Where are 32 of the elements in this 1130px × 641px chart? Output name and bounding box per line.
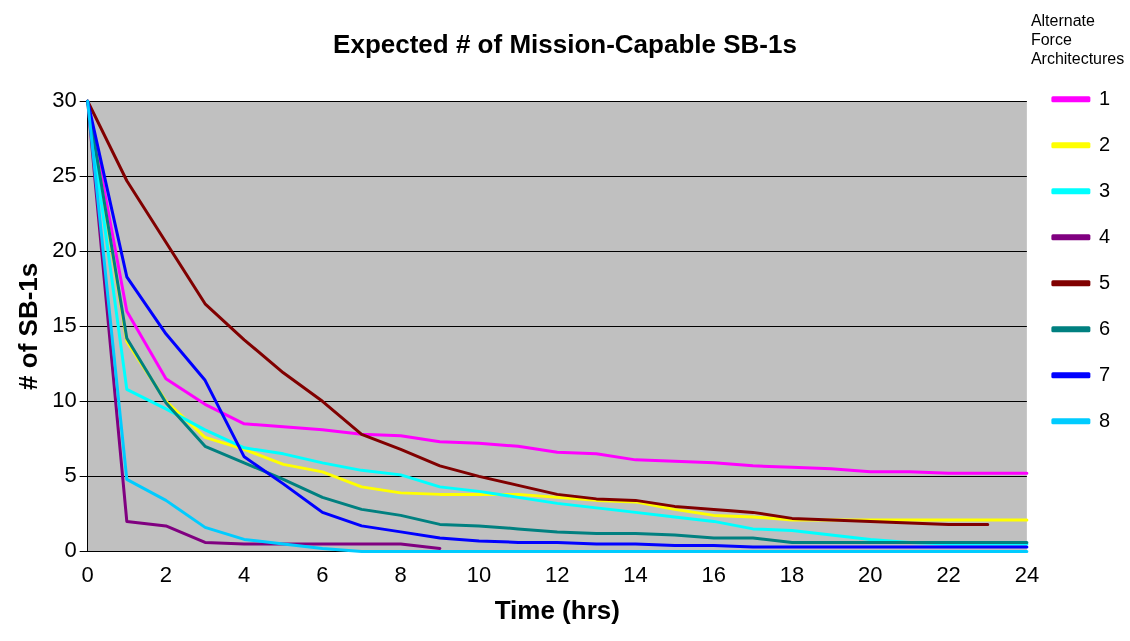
legend-label: 6 [1098,316,1110,339]
legend-label: 8 [1098,408,1110,431]
y-tick-label: 30 [52,87,77,113]
y-tick-label: 0 [64,537,77,563]
y-tick-label: 5 [64,462,77,488]
x-tick-label: 2 [159,561,173,587]
x-tick-label: 8 [394,561,407,587]
x-tick-label: 22 [936,561,961,587]
x-tick-label: 24 [1014,561,1040,587]
x-tick-label: 12 [545,561,570,587]
x-axis-title: Time (hrs) [494,594,620,625]
x-tick-label: 20 [858,561,883,587]
x-tick-label: 0 [81,561,94,587]
legend-label: 5 [1098,270,1110,293]
y-tick-label: 10 [52,387,77,413]
y-tick-label: 20 [52,237,77,263]
y-tick-label: 25 [52,162,77,188]
x-tick-label: 14 [623,561,648,587]
legend-label: 1 [1098,86,1110,109]
y-tick-label: 15 [52,312,77,338]
x-tick-label: 6 [316,561,329,587]
legend-label: 2 [1098,132,1110,155]
x-tick-label: 4 [238,561,251,587]
x-tick-label: 10 [466,561,492,587]
x-tick-label: 18 [779,561,805,587]
legend-label: 7 [1098,362,1110,385]
x-tick-label: 16 [701,561,727,587]
legend-title: Alternate Force Architectures [1030,12,1125,68]
legend-label: 3 [1098,178,1110,201]
chart-title: Expected # of Mission-Capable SB-1s [333,28,797,59]
legend-label: 4 [1098,224,1110,247]
y-axis-title: # of SB-1s [12,262,43,390]
